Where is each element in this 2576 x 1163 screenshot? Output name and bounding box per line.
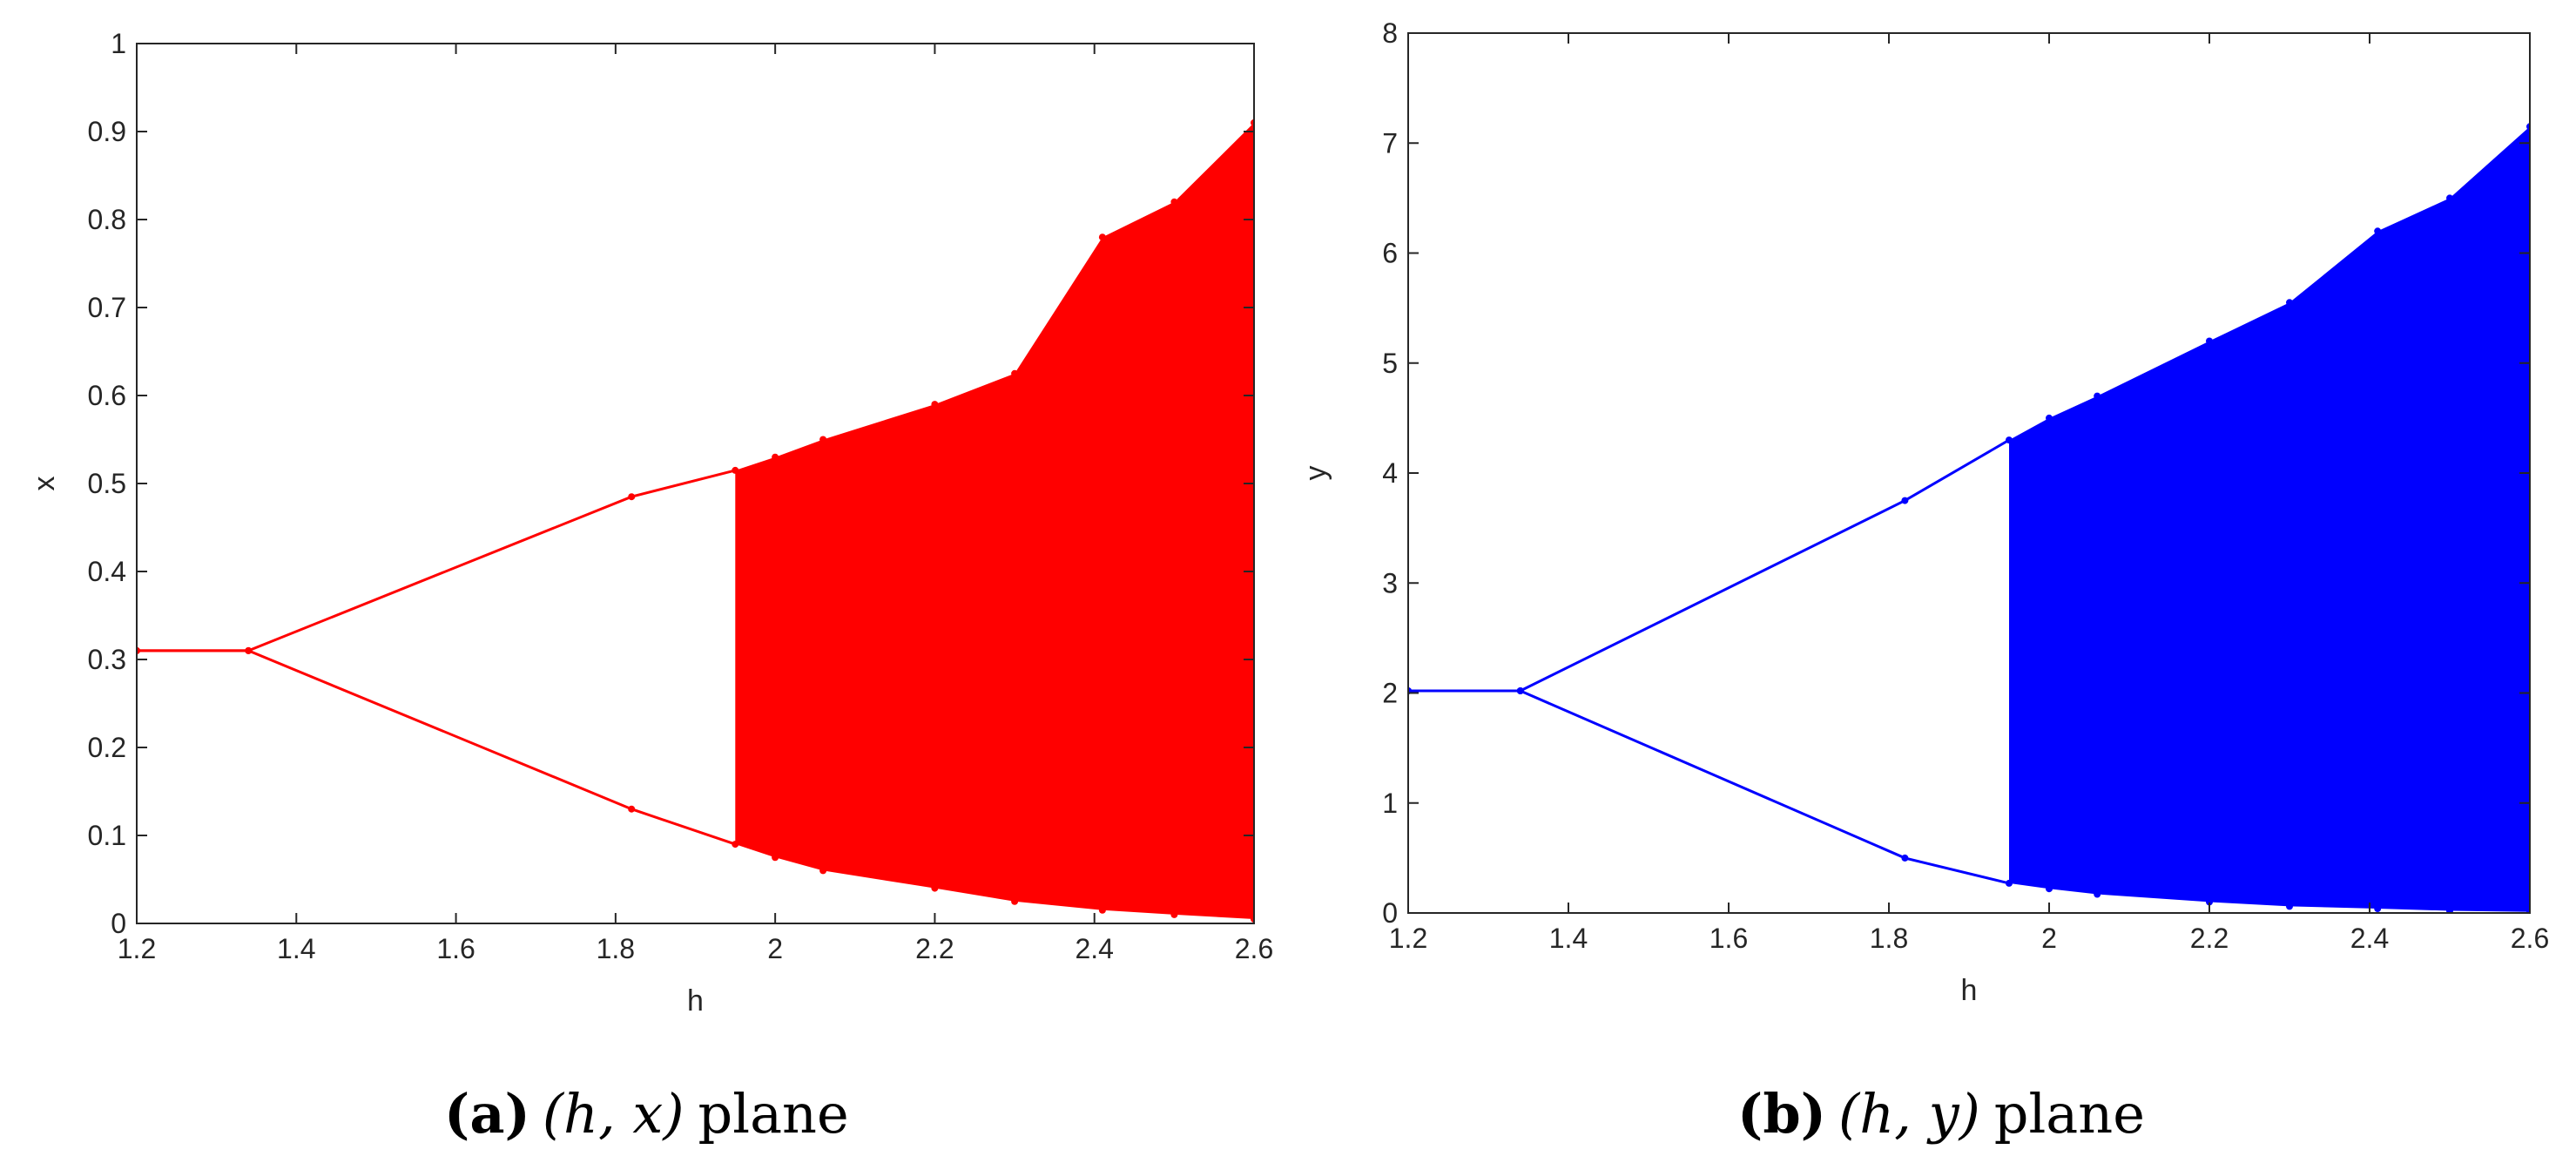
data-point-hi — [2446, 194, 2453, 202]
data-point-hi — [1011, 369, 1019, 377]
plot-area — [137, 118, 1254, 923]
lower-branch — [1408, 689, 2010, 885]
x-axis-label: h — [1961, 974, 1978, 1007]
y-axis-label: y — [1299, 466, 1332, 481]
x-tick-label: 1.8 — [597, 933, 635, 964]
y-tick-label: 0.2 — [88, 732, 126, 763]
y-tick-label: 1 — [111, 28, 126, 59]
y-tick-label: 2 — [1382, 678, 1398, 709]
data-point-lo — [1170, 910, 1178, 918]
x-tick-label: 1.8 — [1870, 923, 1908, 954]
data-point-lo — [1901, 854, 1909, 862]
data-point-hi — [931, 401, 939, 409]
x-tick-label: 2.4 — [1075, 933, 1113, 964]
data-point-hi — [732, 466, 739, 474]
data-point-lo — [819, 867, 827, 875]
data-point-hi — [1170, 198, 1178, 206]
data-point-hi — [2286, 299, 2293, 307]
data-point-hi — [819, 436, 827, 443]
upper-branch — [1408, 438, 2010, 693]
data-point-lo — [1516, 687, 1524, 694]
data-point-hi — [2006, 436, 2013, 444]
x-tick-label: 2.4 — [2350, 923, 2389, 954]
data-point-hi — [2094, 392, 2101, 400]
plot-area — [1408, 123, 2530, 913]
x-tick-label: 2.2 — [915, 933, 954, 964]
y-tick-label: 0.8 — [88, 204, 126, 235]
upper-branch — [137, 469, 736, 652]
y-tick-label: 8 — [1382, 17, 1398, 49]
data-point-lo — [1098, 906, 1106, 914]
chaos-band — [735, 122, 1254, 919]
x-tick-label: 1.2 — [1389, 923, 1427, 954]
y-tick-label: 0.5 — [88, 468, 126, 499]
y-tick-label: 6 — [1382, 238, 1398, 269]
data-point-lo — [2094, 890, 2101, 898]
data-point-lo — [2286, 903, 2293, 910]
x-tick-label: 2.2 — [2190, 923, 2229, 954]
y-axis-label: x — [28, 477, 61, 491]
data-point-lo — [1011, 897, 1019, 905]
data-point-lo — [2374, 905, 2382, 912]
lower-branch — [137, 649, 736, 846]
caption-a: (a) (h, x) plane — [444, 1082, 849, 1146]
panel-b-hy-plane: 1.2 1.4 1.6 1.8 2 2.2 2.4 2.6 0 1 2 3 4 5 6 7 8 h y — [1299, 17, 2549, 1007]
data-point-hi — [2206, 337, 2213, 345]
data-point-lo — [2006, 879, 2013, 887]
panel-a-hx-plane: 1.2 1.4 1.6 1.8 2 2.2 2.4 2.6 0 0.1 0.2 0.3 0.4 0.5 0.… — [28, 28, 1273, 1018]
data-point-lo — [245, 646, 253, 654]
y-tick-label: 0 — [1382, 897, 1398, 929]
caption-b: (b) (h, y) plane — [1737, 1082, 2145, 1146]
y-tick-label: 0.7 — [88, 292, 126, 323]
data-point-hi — [1098, 233, 1106, 241]
y-tick-label: 5 — [1382, 348, 1398, 379]
data-point-hi — [772, 453, 779, 461]
y-tick-label: 0.3 — [88, 644, 126, 675]
y-tick-label: 4 — [1382, 457, 1398, 489]
x-tick-label: 1.6 — [1709, 923, 1748, 954]
x-tick-label: 2 — [2041, 923, 2057, 954]
x-tick-label: 2 — [767, 933, 783, 964]
data-point-lo — [2046, 885, 2053, 893]
y-tick-label: 3 — [1382, 567, 1398, 598]
x-axis-label: h — [687, 984, 704, 1018]
x-tick-label: 1.4 — [1549, 923, 1588, 954]
x-tick-label: 1.2 — [118, 933, 156, 964]
data-point-lo — [772, 854, 779, 862]
y-tick-label: 1 — [1382, 788, 1398, 819]
x-tick-label: 2.6 — [2511, 923, 2549, 954]
data-point-hi — [1901, 497, 1909, 504]
data-point-hi — [2046, 414, 2053, 422]
y-tick-label: 7 — [1382, 127, 1398, 159]
y-tick-label: 0.4 — [88, 556, 126, 587]
data-point-lo — [2206, 898, 2213, 906]
data-point-lo — [931, 884, 939, 892]
data-point-hi — [628, 493, 636, 501]
x-tick-label: 1.6 — [436, 933, 475, 964]
data-point-lo — [2446, 907, 2453, 913]
y-tick-label: 0.9 — [88, 116, 126, 147]
data-point-hi — [2374, 227, 2382, 235]
y-tick-label: 0.6 — [88, 380, 126, 411]
x-tick-label: 2.6 — [1235, 933, 1273, 964]
y-tick-label: 0.1 — [88, 820, 126, 851]
x-tick-label: 1.4 — [277, 933, 315, 964]
data-point-lo — [628, 805, 636, 813]
data-point-lo — [732, 841, 739, 849]
chaos-band — [2009, 126, 2530, 912]
y-tick-label: 0 — [111, 908, 126, 939]
